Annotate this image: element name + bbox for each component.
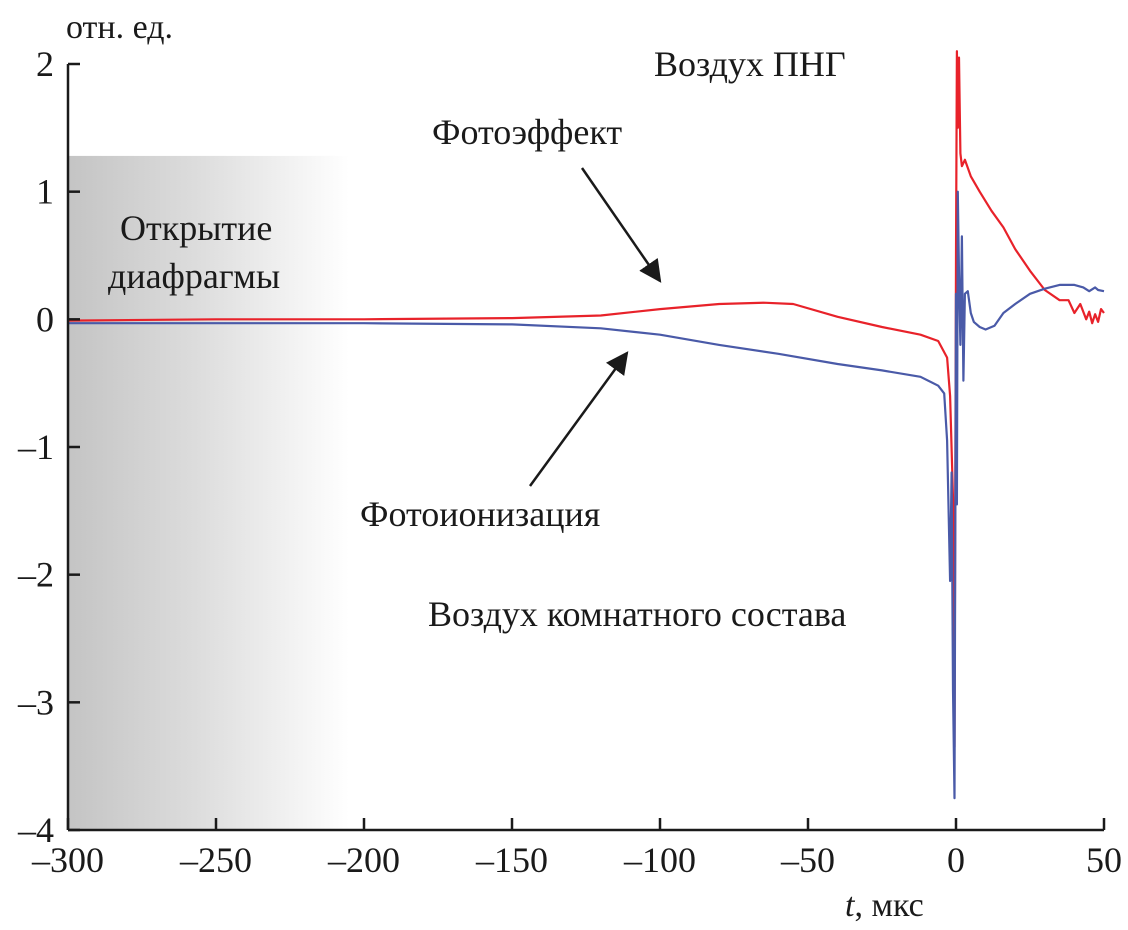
y-axis-label: отн. ед. [66, 9, 173, 46]
air-png-label: Воздух ПНГ [654, 44, 846, 84]
x-tick-label: –100 [623, 840, 696, 880]
photoionization-arrow [528, 351, 629, 487]
y-tick-label: 2 [36, 44, 54, 84]
y-tick-label: –3 [17, 682, 54, 722]
y-tick-label: –4 [17, 810, 54, 850]
x-tick-label: –300 [31, 840, 104, 880]
aperture-opening-region [68, 155, 350, 831]
y-tick-label: 0 [36, 299, 54, 339]
y-tick-label: –1 [17, 427, 54, 467]
x-tick-label: 50 [1086, 840, 1122, 880]
aperture-label-line-1: Открытие [120, 208, 272, 248]
photoeffect-arrow [580, 167, 662, 283]
x-tick-label: –200 [327, 840, 400, 880]
photoionization-series-line [68, 190, 1105, 800]
x-axis-label: t, мкс [845, 887, 924, 924]
air-room-label: Воздух комнатного состава [428, 594, 846, 634]
photoeffect-series-line [67, 50, 1105, 749]
y-tick-label: 1 [36, 172, 54, 212]
photoionization-label: Фотоионизация [360, 494, 600, 534]
x-tick-label: –50 [780, 840, 835, 880]
aperture-label-line-2: диафрагмы [108, 256, 280, 296]
x-tick-label: –150 [475, 840, 548, 880]
photoeffect-label: Фотоэффект [432, 112, 622, 152]
y-tick-label: –2 [17, 555, 54, 595]
x-tick-label: –250 [179, 840, 252, 880]
x-tick-label: 0 [947, 840, 965, 880]
